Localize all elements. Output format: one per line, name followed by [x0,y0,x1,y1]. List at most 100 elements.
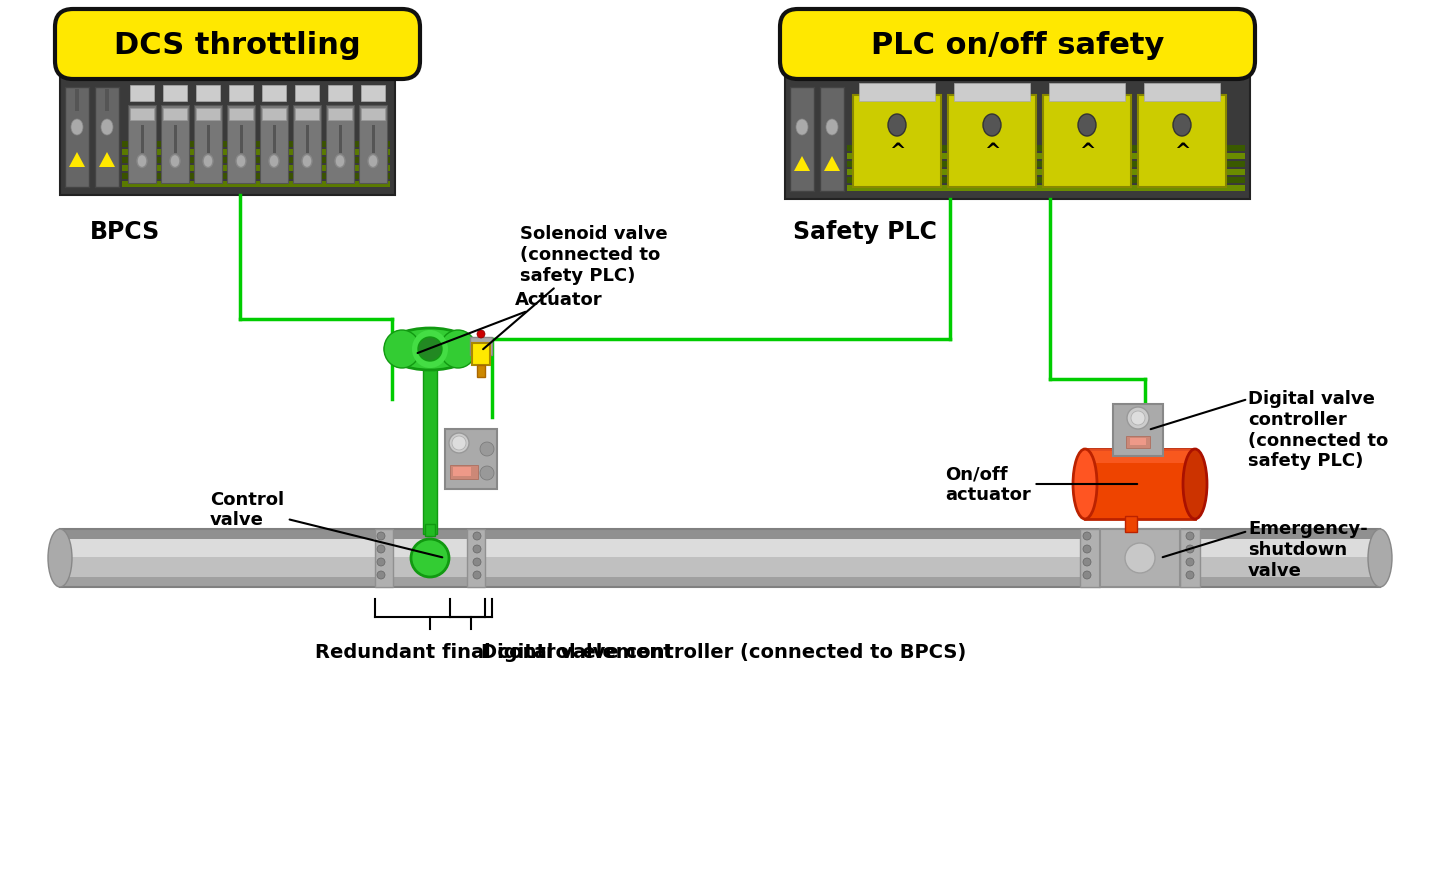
Bar [229,109,253,121]
Bar [472,343,490,366]
Bar [162,109,187,121]
Bar [1113,405,1163,456]
Bar [1048,84,1125,102]
Ellipse shape [137,156,147,169]
Bar [450,466,477,480]
Bar [129,109,154,121]
Bar [273,126,276,154]
Ellipse shape [170,156,180,169]
Bar [60,529,1380,540]
Bar [361,86,385,102]
FancyBboxPatch shape [779,10,1255,80]
Bar [262,86,286,102]
Bar [444,429,498,489]
Polygon shape [99,153,115,168]
Circle shape [1083,546,1091,554]
Text: ^: ^ [889,143,905,162]
Circle shape [1186,533,1194,541]
Text: Digital valve
controller
(connected to
safety PLC): Digital valve controller (connected to s… [1248,389,1388,470]
Polygon shape [824,156,840,172]
Bar [60,529,1380,587]
Circle shape [377,546,385,554]
Ellipse shape [385,328,475,370]
Bar [75,90,79,112]
Ellipse shape [1127,408,1149,429]
Ellipse shape [889,115,906,136]
Bar [95,88,119,188]
Bar [1080,529,1100,587]
Bar [1086,449,1195,520]
Text: ^: ^ [1078,143,1096,162]
Ellipse shape [411,540,449,577]
Bar [361,109,385,121]
Bar [789,88,814,192]
Text: PLC on/off safety: PLC on/off safety [871,30,1165,59]
Text: Safety PLC: Safety PLC [792,220,938,243]
Bar [60,78,395,196]
Bar [467,529,485,587]
Polygon shape [69,153,85,168]
Ellipse shape [70,120,83,136]
Bar [122,166,390,172]
Ellipse shape [335,156,345,169]
Bar [1137,96,1227,188]
Circle shape [377,559,385,567]
Bar [60,540,1380,557]
Ellipse shape [368,156,378,169]
Bar [847,162,1245,168]
Bar [162,86,187,102]
Ellipse shape [825,120,838,136]
Circle shape [1083,533,1091,541]
Bar [122,182,390,188]
Circle shape [473,559,480,567]
Ellipse shape [1368,529,1392,587]
Text: BPCS: BPCS [91,220,160,243]
Bar [65,88,89,188]
Ellipse shape [1078,115,1096,136]
Bar [207,126,210,154]
Circle shape [473,571,480,580]
Bar [174,126,177,154]
Text: Solenoid valve
(connected to
safety PLC): Solenoid valve (connected to safety PLC) [483,225,667,350]
Text: Redundant final control element: Redundant final control element [315,643,673,661]
Bar [853,96,940,188]
Circle shape [1083,571,1091,580]
Text: ^: ^ [984,143,1001,162]
Bar [262,109,286,121]
Ellipse shape [449,434,469,454]
Bar [820,88,844,192]
Ellipse shape [302,156,312,169]
Text: Digital valve controller (connected to BPCS): Digital valve controller (connected to B… [480,643,966,661]
Ellipse shape [984,115,1001,136]
Text: Emergency-
shutdown
valve: Emergency- shutdown valve [1248,520,1368,579]
Circle shape [473,533,480,541]
Bar [293,106,321,183]
Ellipse shape [47,529,72,587]
Bar [847,186,1245,192]
Bar [847,178,1245,183]
Bar [423,369,437,534]
Circle shape [418,338,441,362]
Bar [227,106,255,183]
Ellipse shape [1183,449,1206,520]
Bar [328,86,352,102]
Ellipse shape [797,120,808,136]
Ellipse shape [269,156,279,169]
Bar [326,106,354,183]
Bar [375,529,393,587]
Bar [60,577,1380,587]
Bar [847,146,1245,152]
Bar [141,126,144,154]
Bar [1100,529,1181,587]
Bar [196,109,220,121]
Bar [339,126,342,154]
Circle shape [1186,571,1194,580]
Ellipse shape [384,330,420,368]
Text: DCS throttling: DCS throttling [114,30,361,59]
Bar [122,142,390,148]
Circle shape [1083,559,1091,567]
Bar [785,78,1250,200]
Bar [229,86,253,102]
Bar [306,126,309,154]
Circle shape [377,533,385,541]
